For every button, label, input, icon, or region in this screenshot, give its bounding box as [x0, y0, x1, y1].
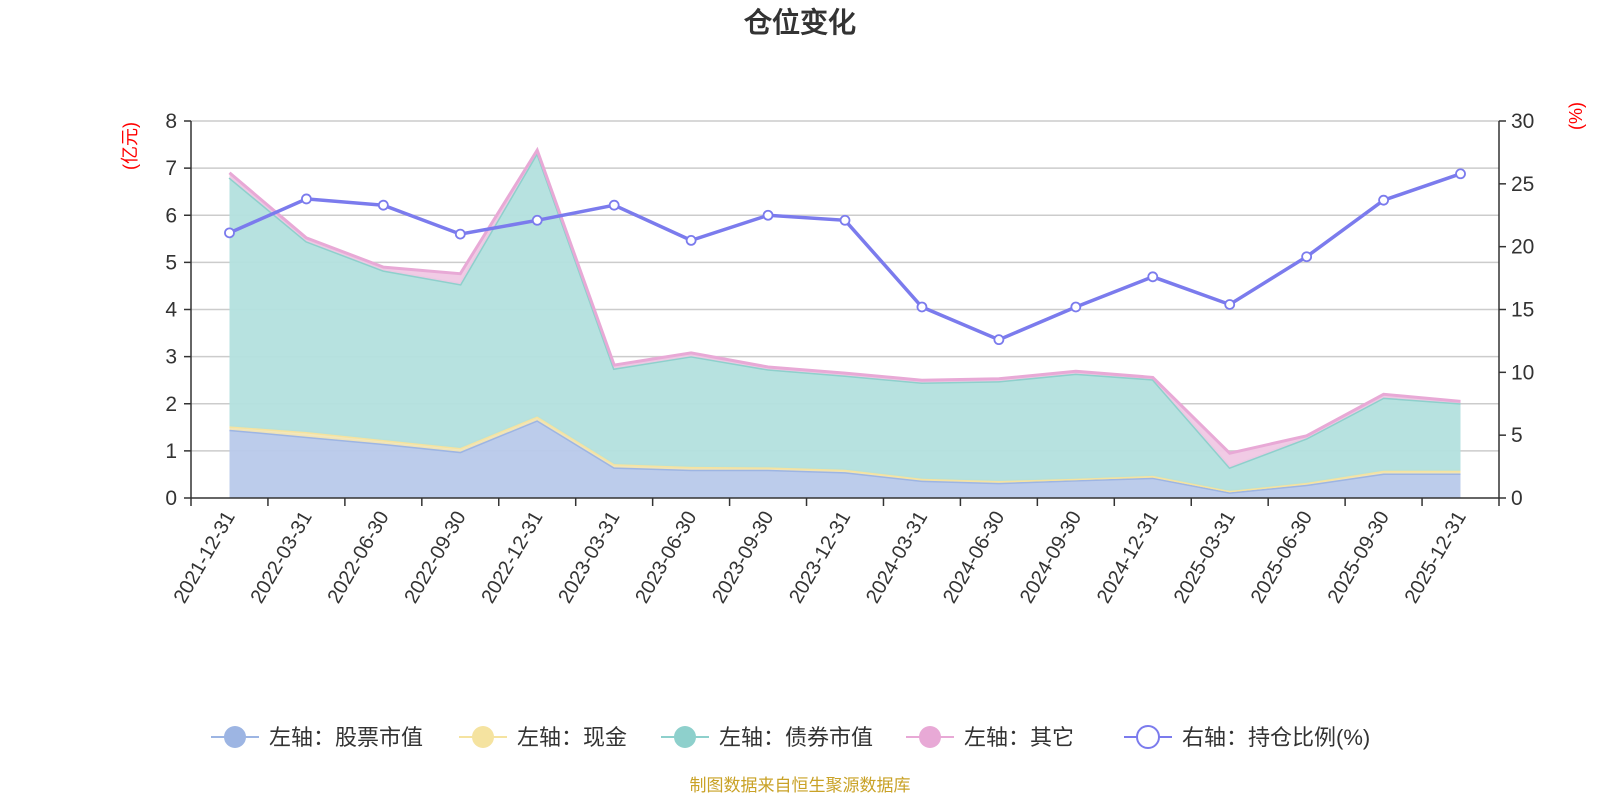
y-left-tick-label: 6 [165, 204, 177, 227]
ratio-point [1378, 194, 1389, 206]
legend-marker [1136, 725, 1160, 749]
x-tick-label: 2022-03-31 [247, 508, 317, 608]
ratio-point [1070, 301, 1082, 313]
x-tick-label: 2024-06-30 [939, 508, 1009, 608]
legend-marker [674, 726, 696, 748]
x-tick-label: 2021-12-31 [170, 508, 240, 608]
ratio-point [608, 199, 620, 211]
y-right-unit: (%) [1566, 102, 1586, 130]
x-tick-label: 2024-09-30 [1016, 508, 1086, 608]
y-left-tick-label: 2 [165, 393, 177, 416]
y-right-tick-label: 15 [1511, 299, 1534, 322]
x-tick-label: 2023-12-31 [785, 508, 855, 608]
legend-label: 左轴：债券市值 [719, 725, 873, 750]
x-tick-label: 2025-12-31 [1401, 508, 1471, 608]
legend-marker [472, 726, 494, 748]
x-tick-label: 2025-09-30 [1324, 508, 1394, 608]
legend-label: 左轴：现金 [517, 725, 627, 750]
y-right-tick-label: 20 [1511, 236, 1534, 259]
y-right-tick-label: 5 [1511, 424, 1523, 447]
y-right-tick-label: 0 [1511, 487, 1523, 510]
legend-marker [224, 726, 246, 748]
chart-title: 仓位变化 [744, 6, 856, 38]
ratio-point [531, 214, 543, 226]
x-tick-label: 2022-12-31 [477, 508, 547, 608]
x-tick-label: 2022-06-30 [323, 508, 393, 608]
legend: 左轴：股票市值 左轴：现金 左轴：债券市值 左轴：其它 右轴：持仓比例(%) [211, 725, 1370, 750]
legend-label: 左轴：其它 [964, 725, 1074, 750]
plot-line [224, 168, 1466, 346]
legend-item: 右轴：持仓比例(%) [1124, 725, 1370, 750]
y-left-tick-label: 4 [165, 299, 177, 322]
ratio-point [916, 301, 928, 313]
legend-marker [919, 726, 941, 748]
y-left-tick-label: 5 [165, 251, 177, 274]
y-right-tick-label: 10 [1511, 361, 1534, 384]
legend-item: 左轴：其它 [906, 725, 1074, 750]
area-series-3 [229, 152, 1461, 491]
ratio-point [377, 199, 389, 211]
legend-item: 左轴：债券市值 [661, 725, 873, 750]
plot-areas [228, 146, 1461, 498]
y-left-unit: (亿元) [120, 122, 140, 170]
legend-item: 左轴：股票市值 [211, 725, 423, 750]
x-tick-label: 2022-09-30 [400, 508, 470, 608]
x-tick-label: 2025-06-30 [1247, 508, 1317, 608]
x-tick-label: 2023-03-31 [554, 508, 624, 608]
x-tick-label: 2024-03-31 [862, 508, 932, 608]
source-note: 制图数据来自恒生聚源数据库 [690, 776, 911, 795]
ratio-point [839, 214, 851, 226]
ratio-point [454, 228, 466, 240]
x-tick-label: 2023-09-30 [708, 508, 778, 608]
x-tick-label: 2025-03-31 [1170, 508, 1240, 608]
legend-label: 右轴：持仓比例(%) [1182, 725, 1370, 750]
x-tick-label: 2023-06-30 [631, 508, 701, 608]
y-right-tick-label: 30 [1511, 110, 1534, 133]
ratio-point [1147, 271, 1159, 283]
x-tick-label: 2024-12-31 [1093, 508, 1163, 608]
ratio-point [224, 227, 235, 239]
ratio-point [993, 334, 1005, 346]
y-left-tick-label: 7 [165, 157, 177, 180]
legend-label: 左轴：股票市值 [269, 725, 423, 750]
legend-item: 左轴：现金 [459, 725, 627, 750]
ratio-point [762, 209, 774, 221]
area-series-line-4 [228, 146, 1461, 455]
ratio-point [1455, 168, 1466, 180]
y-left-tick-label: 1 [165, 440, 177, 463]
ratio-point [301, 193, 312, 205]
y-left-tick-label: 3 [165, 346, 177, 369]
y-left-tick-label: 0 [165, 487, 177, 510]
ratio-point [1224, 299, 1236, 310]
y-right-tick-label: 25 [1511, 173, 1534, 196]
ratio-point [685, 234, 697, 246]
y-left-tick-label: 8 [165, 110, 177, 133]
ratio-point [1301, 251, 1313, 263]
